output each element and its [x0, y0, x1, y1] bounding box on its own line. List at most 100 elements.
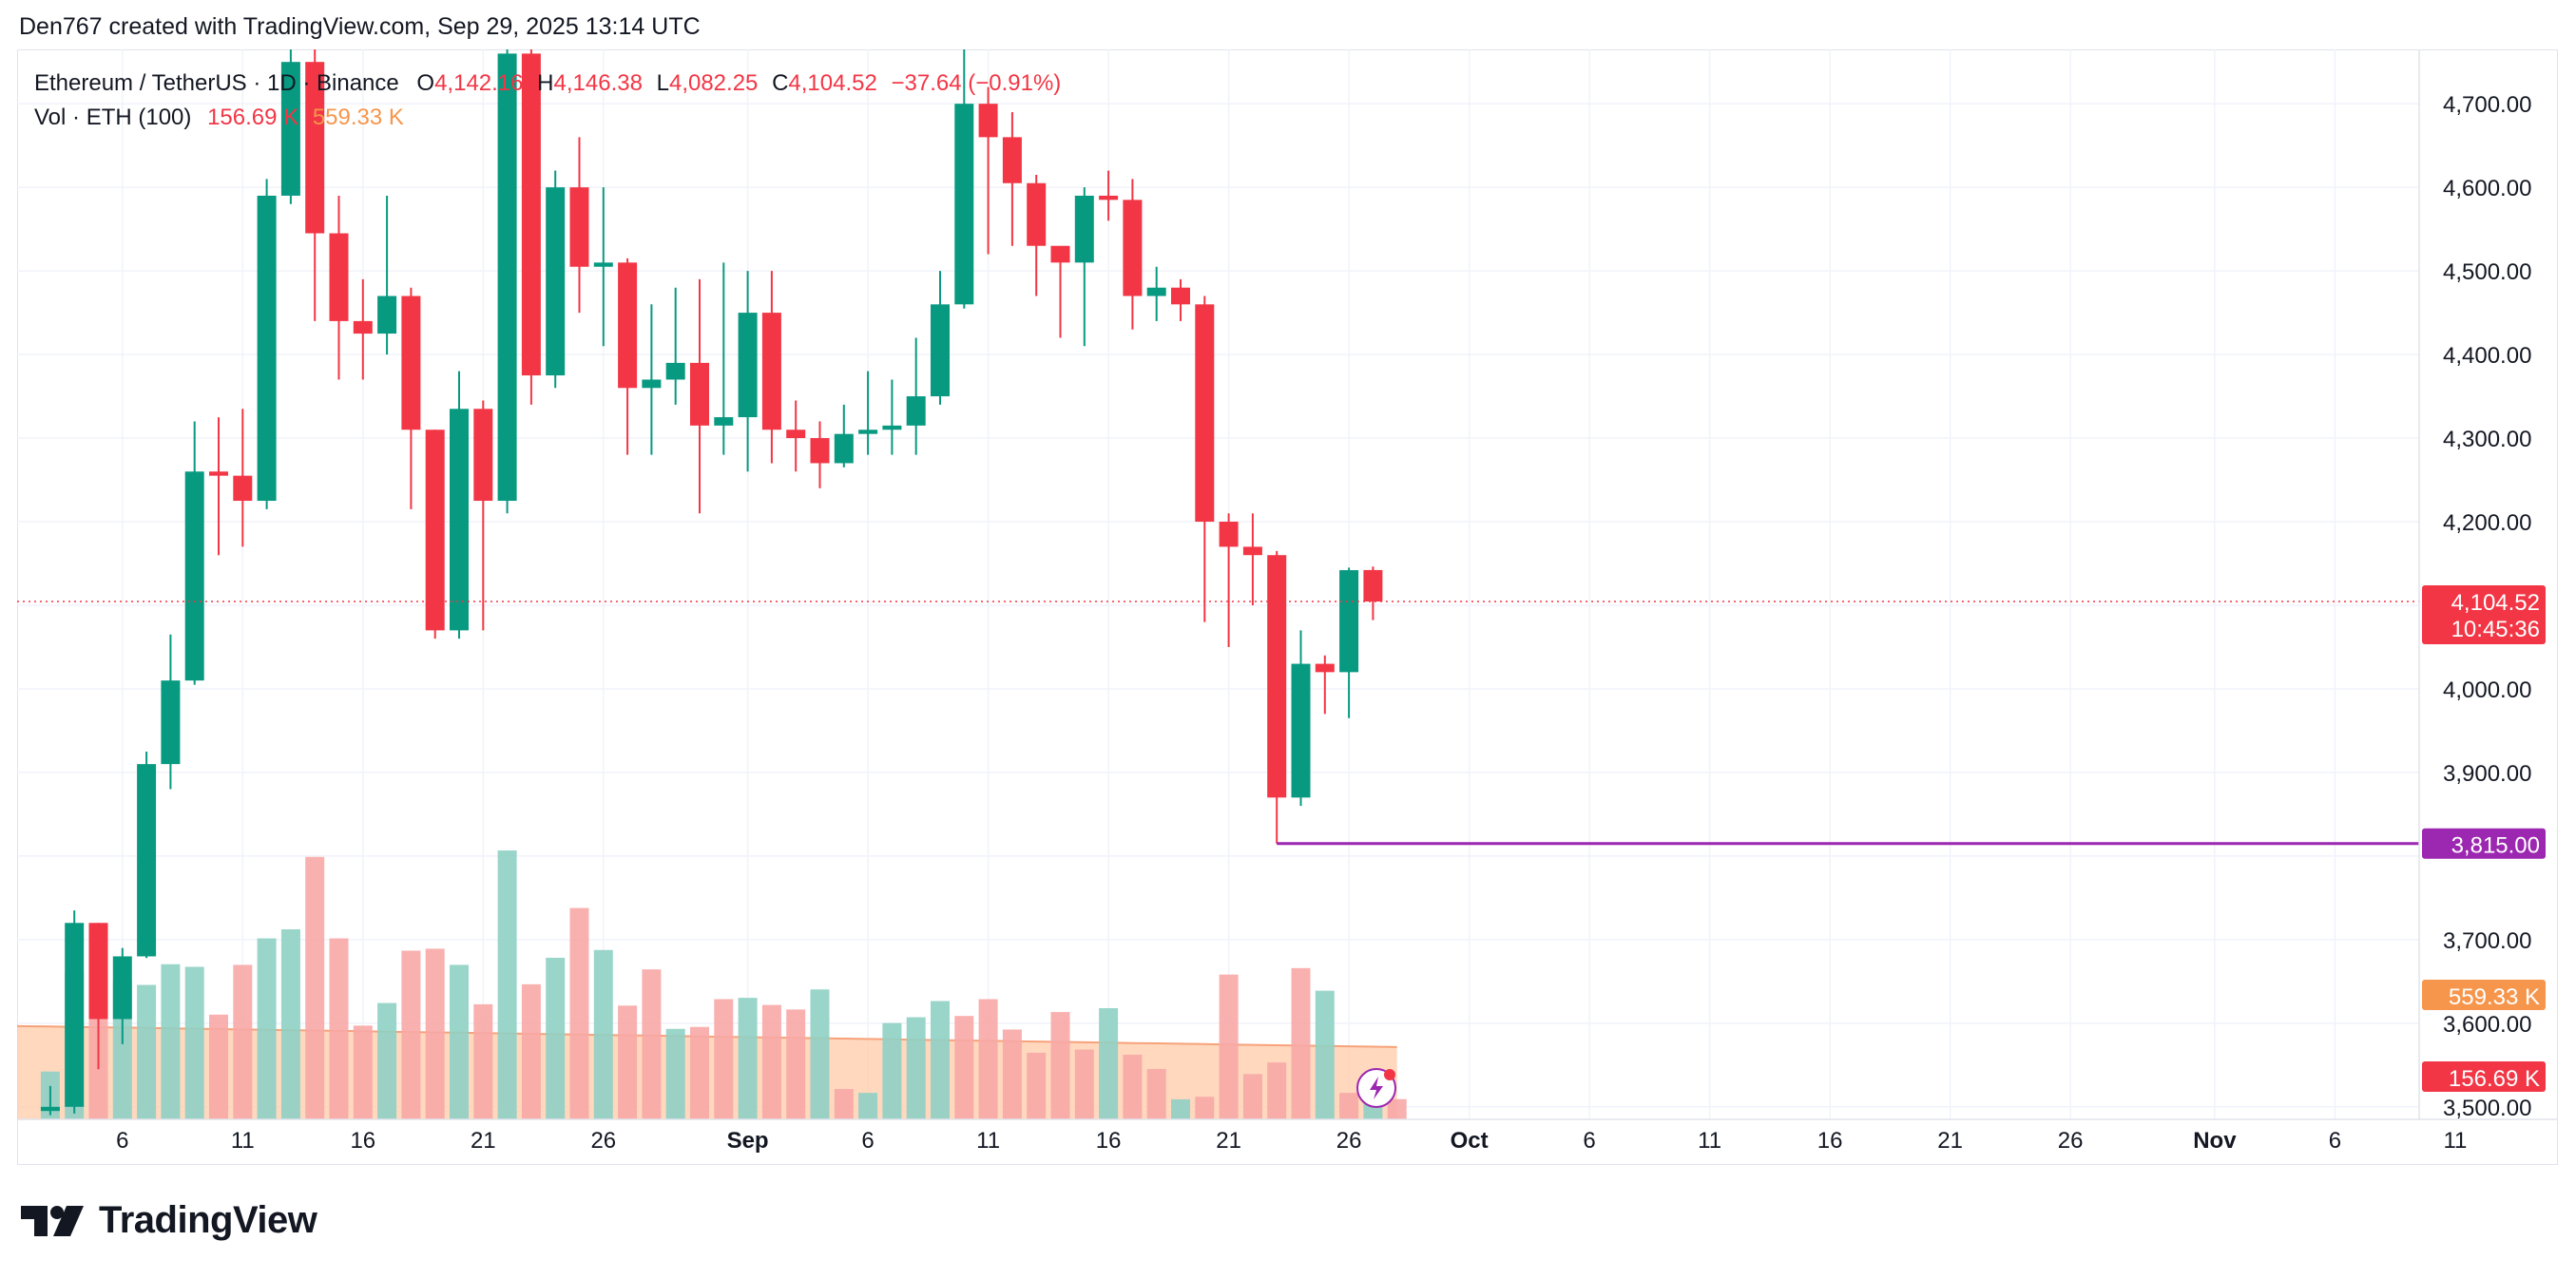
candle-body [546, 187, 566, 376]
candle-body [810, 438, 830, 464]
price-axis-label: 4,700.00 [2443, 92, 2531, 118]
candle-body [786, 430, 806, 439]
date-axis-label: 6 [1583, 1128, 1595, 1154]
price-axis-label: 4,400.00 [2443, 343, 2531, 369]
date-axis-label: 6 [2329, 1128, 2341, 1154]
candle-body [858, 430, 878, 434]
candle-body [1074, 195, 1094, 263]
candle-body [954, 104, 974, 305]
candle-body [1242, 546, 1262, 556]
date-axis-label: Sep [727, 1128, 769, 1154]
candle-body [761, 313, 781, 430]
date-axis-label: Nov [2193, 1128, 2237, 1154]
volume-pane [17, 850, 1407, 1119]
candle-body [112, 956, 132, 1020]
open-value: 4,142.16 [434, 70, 524, 96]
volume-bar [593, 949, 613, 1119]
candle-body [329, 233, 349, 321]
volume-bar [473, 1003, 493, 1119]
last-price-tag-text: 4,104.52 [2451, 590, 2540, 616]
candle-body [882, 425, 902, 430]
volume-bar [305, 856, 325, 1119]
candle-body [65, 923, 85, 1107]
volume-bar [401, 950, 421, 1119]
candle-body [1027, 182, 1047, 246]
horizontal-line-tag-text: 3,815.00 [2451, 833, 2540, 859]
volume-bar [1315, 990, 1335, 1119]
volume-bar [1291, 967, 1311, 1119]
candle-body [834, 433, 854, 464]
candle-body [450, 409, 469, 631]
grid-lines [17, 49, 2419, 1119]
change-value: −37.64 (−0.91%) [891, 70, 1062, 96]
volume-bar [810, 989, 830, 1119]
volume-bar [257, 938, 277, 1119]
volume-bar [665, 1028, 685, 1119]
low-value: 4,082.25 [668, 70, 759, 96]
candle-body [184, 471, 204, 681]
volume-bar [233, 964, 253, 1119]
candle-body [401, 296, 421, 430]
tradingview-logo[interactable]: TradingView [21, 1199, 317, 1242]
date-axis-label: 11 [231, 1128, 255, 1154]
price-axis-label: 4,500.00 [2443, 259, 2531, 285]
volume-bar [184, 966, 204, 1119]
volume-bar [738, 998, 758, 1119]
candle-body [280, 62, 300, 196]
brand-name: TradingView [99, 1199, 317, 1241]
date-axis-label: 11 [2443, 1128, 2467, 1154]
axes: 3,500.00 3,600.00 3,700.00 3,900.00 4,000.00… [17, 49, 2557, 1154]
candle-body [1099, 195, 1119, 200]
candle-body [305, 62, 325, 234]
volume-ma-tag-text: 559.33 K [2449, 984, 2540, 1010]
candle-body [40, 1106, 60, 1112]
candle-body [1363, 569, 1383, 602]
date-axis-label: 26 [1336, 1128, 1362, 1154]
volume-bar [1219, 974, 1239, 1119]
volume-bar [1050, 1012, 1070, 1119]
chart-legend: Ethereum / TetherUS · 1D · Binance O4,14… [34, 67, 1061, 135]
date-axis-label: 16 [350, 1128, 375, 1154]
high-value: 4,146.38 [553, 70, 643, 96]
candle-body [642, 379, 662, 389]
horizontal-line-tag-bg [2422, 828, 2546, 859]
date-axis-label: 16 [1096, 1128, 1122, 1154]
date-axis-label: 6 [861, 1128, 874, 1154]
candle-body [1146, 287, 1166, 296]
candle-body [1339, 570, 1359, 673]
candle-body [1171, 287, 1190, 305]
volume-bar [521, 983, 541, 1119]
tradingview-logo-icon [21, 1205, 84, 1236]
volume-bar [834, 1089, 854, 1119]
volume-bar [761, 1004, 781, 1119]
volume-bar [618, 1005, 638, 1119]
candle-body [1195, 304, 1215, 523]
volume-bar [714, 999, 734, 1119]
candle-body [618, 262, 638, 389]
candle-body [161, 680, 181, 765]
volume-bar [1387, 1098, 1407, 1119]
volume-indicator-label: Vol · ETH (100) [34, 105, 192, 130]
volume-bar [882, 1022, 902, 1119]
volume-ma-line [17, 1024, 1397, 1048]
volume-bar [137, 984, 157, 1119]
volume-bar [786, 1009, 806, 1119]
volume-bar [1002, 1029, 1022, 1119]
price-axis-label: 3,900.00 [2443, 761, 2531, 787]
volume-bar [1027, 1052, 1047, 1119]
volume-bar [280, 928, 300, 1119]
volume-bar [569, 907, 589, 1119]
candles [40, 49, 1383, 1116]
date-axis-label: 6 [116, 1128, 128, 1154]
chart-area[interactable] [17, 49, 2558, 1165]
price-axis-label: 4,000.00 [2443, 678, 2531, 703]
volume-ma-tag-bg [2422, 980, 2546, 1010]
volume-ma-value: 559.33 K [312, 105, 404, 130]
chart-credit: Den767 created with TradingView.com, Sep… [19, 13, 701, 40]
price-axis-label: 4,600.00 [2443, 176, 2531, 201]
candle-body [931, 304, 950, 397]
candle-body [1050, 245, 1070, 263]
volume-bar [353, 1025, 373, 1119]
